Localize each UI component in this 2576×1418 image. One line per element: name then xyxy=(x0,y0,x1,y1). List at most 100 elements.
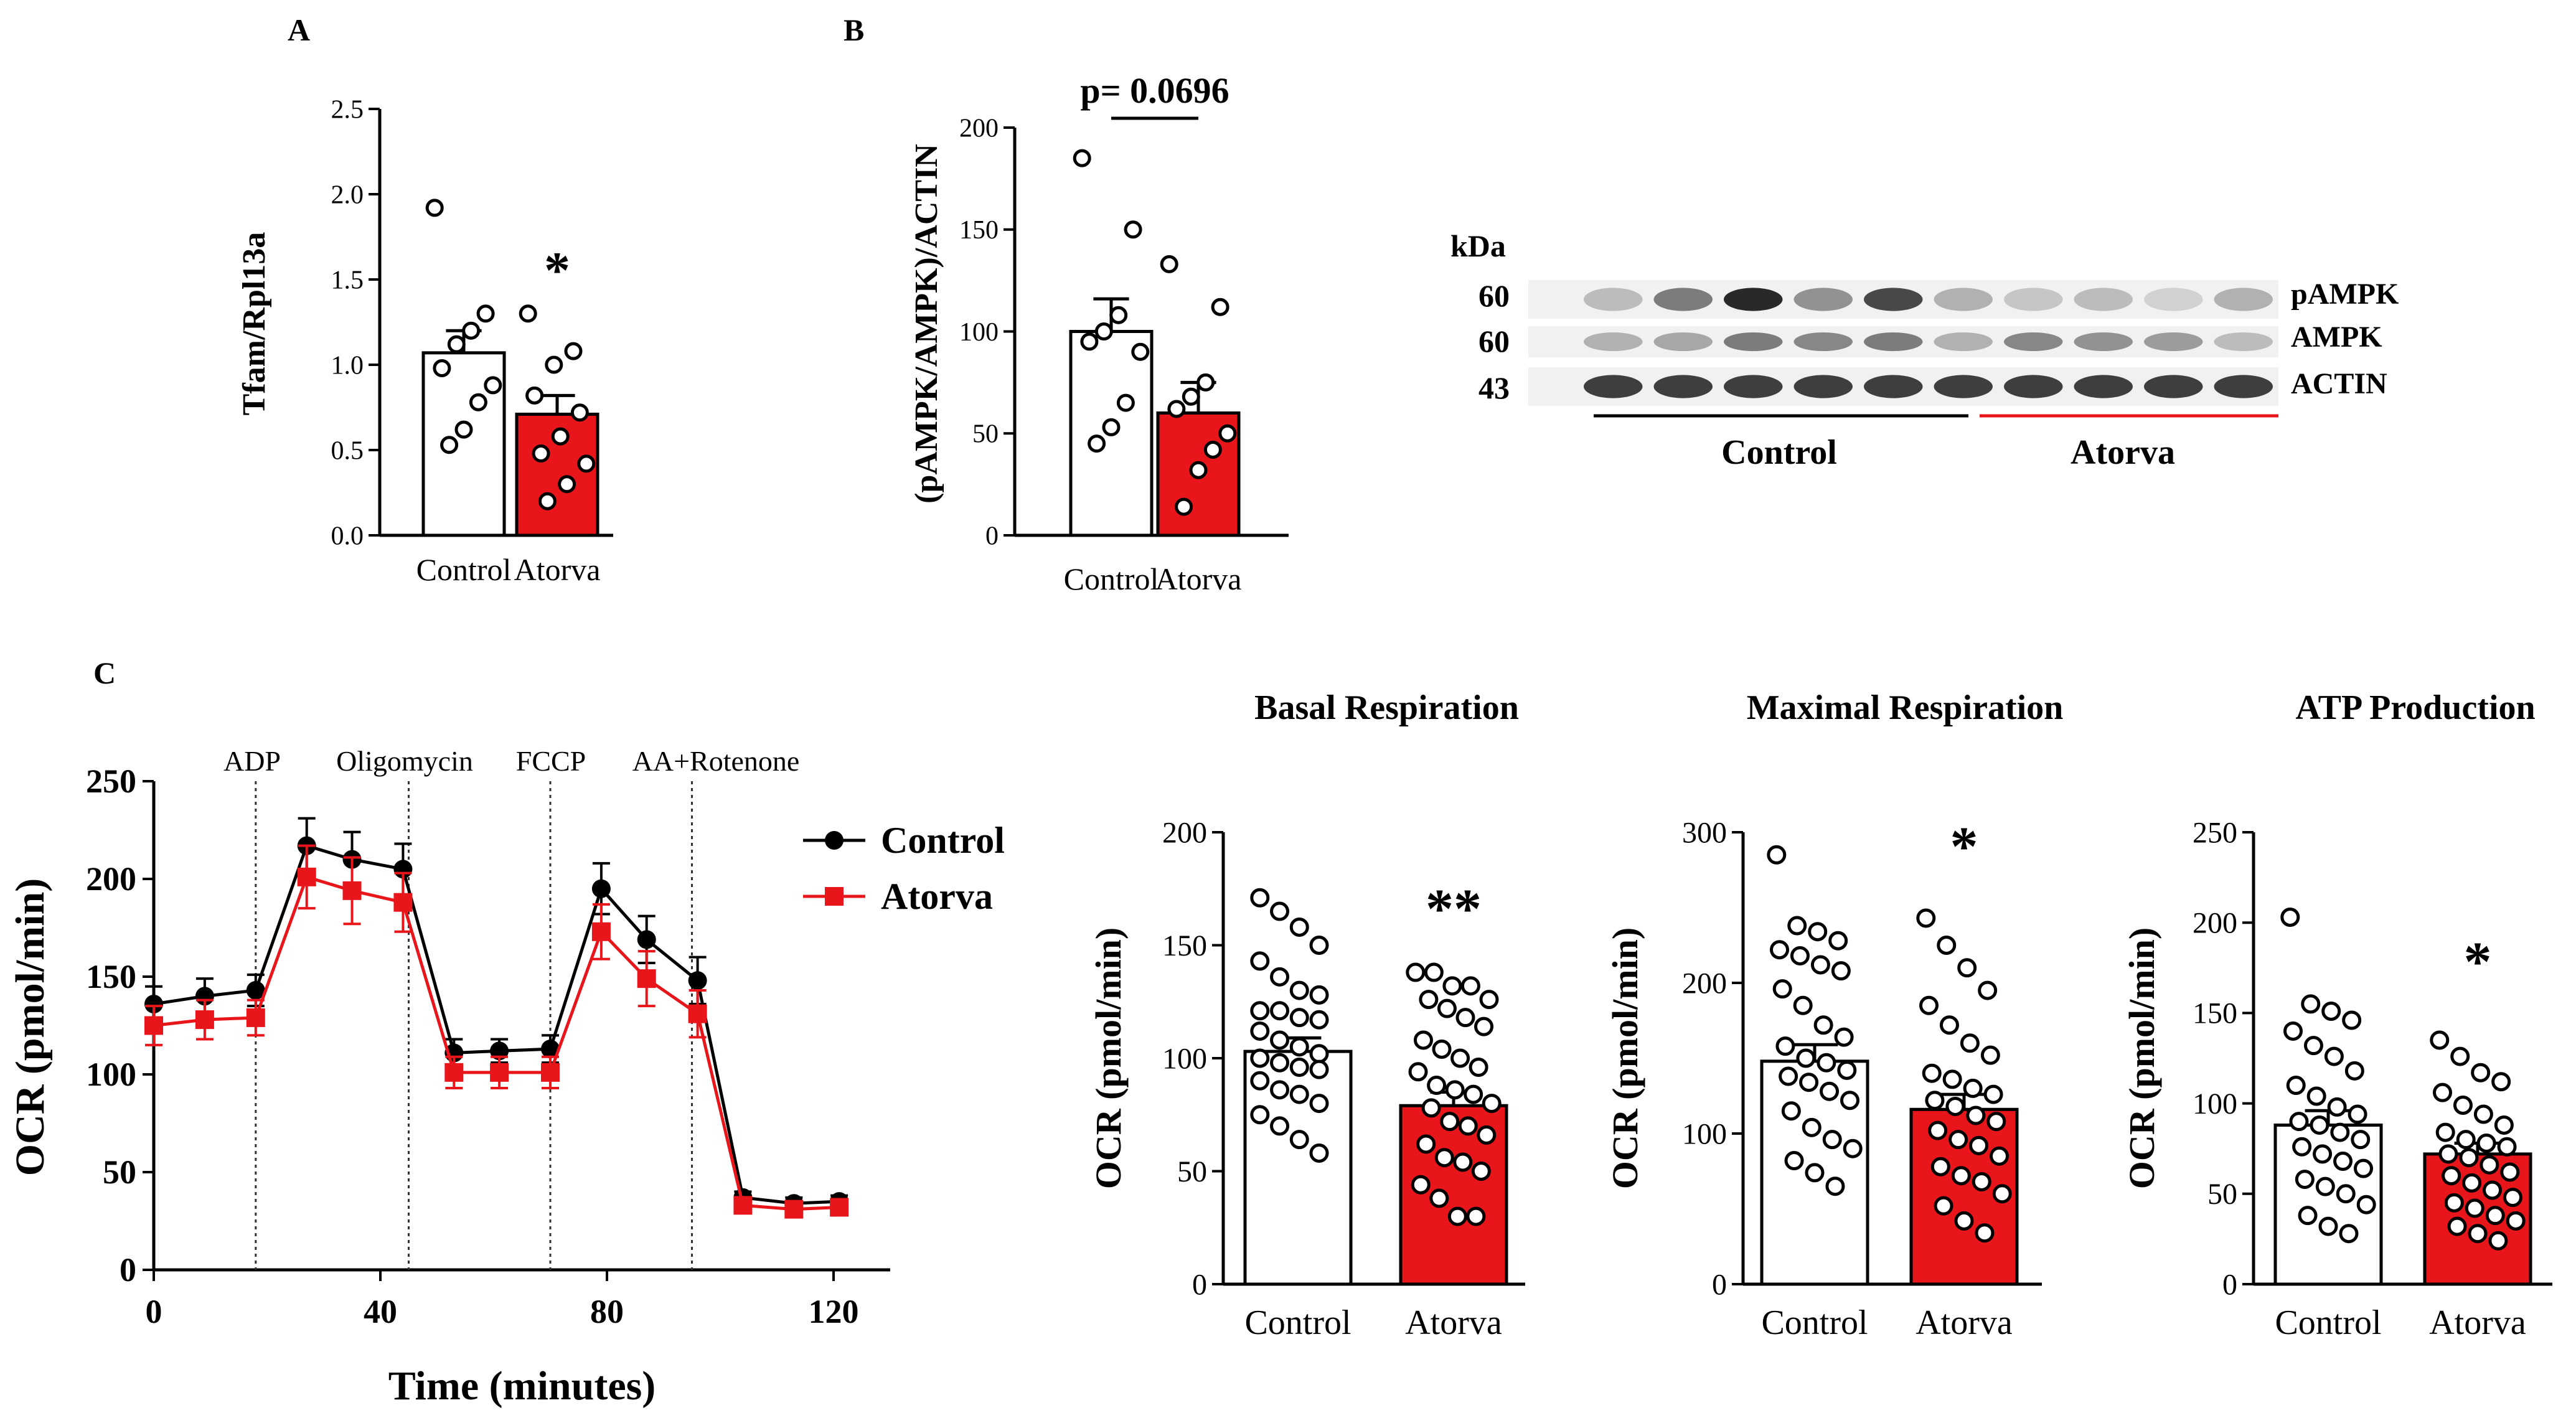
data-point xyxy=(1429,1188,1449,1208)
y-tick-label: 2.5 xyxy=(331,95,364,124)
data-point xyxy=(1948,1130,1968,1150)
data-point xyxy=(2506,1211,2526,1231)
data-point xyxy=(2295,1170,2315,1190)
data-point xyxy=(1270,1116,1290,1136)
data-point xyxy=(1455,1008,1475,1028)
data-point-atorva xyxy=(784,1200,804,1219)
y-tick-label: 0.5 xyxy=(331,436,364,465)
blot-band-pampk xyxy=(1864,288,1923,311)
y-tick-label: 150 xyxy=(1162,929,1207,962)
data-point xyxy=(1411,1175,1431,1195)
data-point xyxy=(1951,1166,1971,1186)
data-point xyxy=(1131,342,1150,361)
data-point xyxy=(1427,1076,1447,1096)
data-point-atorva xyxy=(591,922,611,941)
blot-band-actin xyxy=(2074,375,2133,398)
western-blot: kDa 60 60 43 pAMPK AMPK ACTIN Control At… xyxy=(1450,228,2399,472)
kda-value-ampk: 60 xyxy=(1478,324,1510,359)
data-point-atorva xyxy=(342,881,362,900)
blot-band-ampk xyxy=(2214,332,2273,351)
data-point xyxy=(1309,936,1329,955)
data-point xyxy=(1250,1021,1270,1041)
data-point xyxy=(1934,1196,1953,1216)
data-point xyxy=(1960,1033,1980,1053)
data-point xyxy=(1799,1073,1819,1092)
data-point xyxy=(2488,1231,2508,1251)
y-tick-label: 1.5 xyxy=(331,266,364,294)
data-point xyxy=(1434,1148,1454,1168)
data-point xyxy=(1160,255,1178,273)
y-tick-label: 250 xyxy=(2193,816,2237,849)
blot-band-actin xyxy=(1864,375,1923,398)
data-point xyxy=(1447,1206,1467,1226)
data-point xyxy=(1116,393,1135,412)
data-point xyxy=(1270,1001,1290,1021)
data-point xyxy=(2459,1148,2479,1168)
y-tick-label: 50 xyxy=(1177,1155,1207,1188)
data-point xyxy=(1073,149,1091,167)
data-point xyxy=(1460,976,1480,996)
data-point xyxy=(1289,1130,1309,1150)
data-point xyxy=(1408,1062,1428,1082)
blot-band-pampk xyxy=(2144,288,2203,311)
data-point xyxy=(1309,1044,1329,1064)
data-point xyxy=(1980,1045,2000,1065)
data-point-atorva xyxy=(246,1008,265,1027)
data-point xyxy=(2491,1072,2511,1092)
data-point xyxy=(1779,1066,1798,1086)
data-point xyxy=(1781,1101,1801,1121)
data-point xyxy=(2465,1198,2484,1218)
data-point xyxy=(1124,220,1142,239)
chart-tfam: 0.0 0.5 1.0 1.5 2.0 2.5 Tfam/Rpl13a Control Ator… xyxy=(237,95,613,587)
y-tick-label: 50 xyxy=(103,1153,136,1191)
data-point xyxy=(1250,1048,1270,1068)
data-point xyxy=(1790,946,1810,965)
data-point xyxy=(577,454,596,473)
panel-label-b: B xyxy=(844,12,864,47)
data-point xyxy=(2280,907,2300,927)
data-point xyxy=(1992,1184,2012,1204)
blot-band-actin xyxy=(1934,375,1993,398)
data-point-atorva xyxy=(637,969,656,988)
data-point xyxy=(2447,1216,2467,1236)
data-point xyxy=(462,321,481,340)
data-point xyxy=(1102,418,1121,436)
data-point xyxy=(1817,1053,1836,1073)
data-point xyxy=(1440,1112,1460,1132)
y-tick-label: 100 xyxy=(86,1056,136,1093)
y-axis-label: OCR (pmol/min) xyxy=(2122,927,2162,1190)
y-tick-label: 50 xyxy=(2207,1178,2237,1211)
data-point xyxy=(2471,1063,2491,1082)
blot-band-pampk xyxy=(1793,288,1853,311)
blot-band-actin xyxy=(2144,375,2203,398)
data-point xyxy=(1983,1084,2003,1104)
data-point xyxy=(1916,908,1936,928)
data-point xyxy=(1309,1010,1329,1030)
significance-marker: ** xyxy=(1426,878,1482,940)
chart-basal-respiration: Basal Respiration 0 50 100 150 200 OCR (pmol/m… xyxy=(1088,688,1525,1342)
data-point xyxy=(1109,306,1128,324)
data-point xyxy=(1270,1030,1290,1050)
data-point xyxy=(1175,497,1193,516)
chart-atp-production: ATP Production 0 50 100 150 200 250 OCR (pmol/m… xyxy=(2122,688,2552,1342)
x-category-label: Atorva xyxy=(2429,1303,2526,1342)
legend-label: Atorva xyxy=(881,876,993,917)
y-tick-label: 150 xyxy=(2193,997,2237,1030)
data-point xyxy=(2456,1130,2476,1150)
x-category-label: Atorva xyxy=(1405,1303,1502,1342)
data-point xyxy=(1482,1094,1502,1114)
data-point xyxy=(1828,931,1848,951)
panel-label-a: A xyxy=(288,12,310,47)
data-point xyxy=(2292,1137,2312,1157)
blot-band-ampk xyxy=(1934,332,1993,351)
data-point xyxy=(2333,1152,2353,1171)
data-point-control xyxy=(541,1040,560,1059)
data-point xyxy=(1416,1134,1436,1154)
data-point xyxy=(1784,1151,1804,1171)
y-tick-label: 0 xyxy=(2222,1268,2237,1301)
data-point xyxy=(476,304,495,323)
y-tick-label: 150 xyxy=(86,958,136,995)
blot-group-label-atorva: Atorva xyxy=(2071,433,2175,472)
data-point xyxy=(1775,1036,1795,1056)
data-point xyxy=(1270,1080,1290,1100)
